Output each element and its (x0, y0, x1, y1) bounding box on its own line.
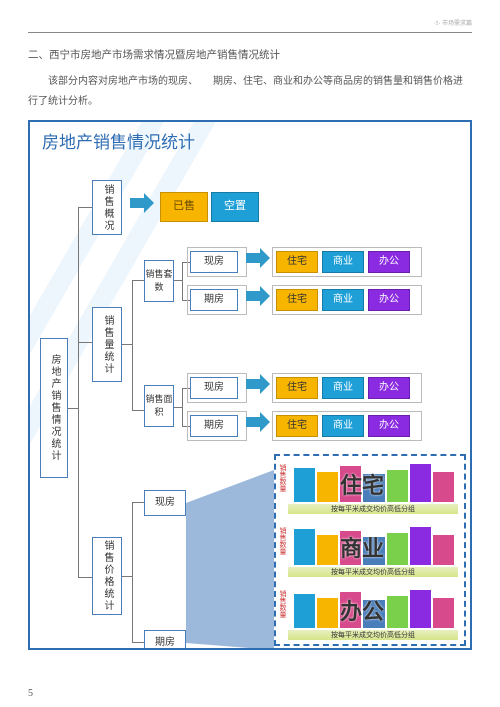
connector (78, 342, 92, 343)
price-row-xian: 现房 (144, 490, 186, 516)
price-row-qi: 期房 (144, 630, 186, 650)
document-page: ·5· 市场需求篇 二、西宁市房地产市场需求情况暨房地产销售情况统计 该部分内容… (0, 0, 500, 707)
arrow-icon (246, 416, 270, 428)
page-number: 5 (28, 688, 33, 699)
bar (294, 529, 315, 565)
price-caption: 按每平米成交均价高低分组 (288, 567, 458, 577)
connector (68, 408, 78, 409)
price-side-label: 销售数量 (278, 464, 288, 492)
arrow-icon (246, 252, 270, 264)
price-big-label: 商业 (340, 531, 384, 563)
bar (387, 533, 408, 565)
arrow-icon (246, 378, 270, 390)
type-bangong: 办公 (368, 415, 410, 437)
arrow-icon (130, 197, 154, 209)
bar (317, 598, 338, 628)
section-title: 二、西宁市房地产市场需求情况暨房地产销售情况统计 (28, 47, 472, 62)
bar (387, 470, 408, 502)
type-bangong: 办公 (368, 377, 410, 399)
type-shangye: 商业 (322, 377, 364, 399)
bar (294, 468, 315, 502)
branch-price: 销售价格统计 (92, 537, 122, 615)
header-rule (28, 32, 472, 33)
type-zhuzhai: 住宅 (276, 377, 318, 399)
bar (410, 527, 431, 565)
connector (182, 262, 183, 300)
connector (174, 280, 182, 281)
connector (132, 410, 144, 411)
type-zhuzhai: 住宅 (276, 251, 318, 273)
connector (78, 207, 92, 208)
price-side-label: 销售数量 (278, 590, 288, 618)
bar (294, 594, 315, 628)
connector (132, 280, 144, 281)
price-big-label: 住宅 (340, 468, 384, 500)
bar (433, 535, 454, 565)
connector (78, 577, 92, 578)
row-units-qi: 期房 (190, 289, 238, 311)
bar (433, 472, 454, 502)
type-bangong: 办公 (368, 251, 410, 273)
bar (317, 472, 338, 502)
connector (122, 344, 132, 345)
root-node: 房地产销售情况统计 (40, 338, 68, 478)
connector (78, 207, 79, 577)
type-zhuzhai: 住宅 (276, 289, 318, 311)
bar (433, 598, 454, 628)
type-shangye: 商业 (322, 251, 364, 273)
flowchart-canvas: 房地产销售情况统计 房地产销售情况统计销售概况已售空置销售量统计销售套数销售面积… (28, 120, 472, 650)
type-zhuzhai: 住宅 (276, 415, 318, 437)
row-area-xian: 现房 (190, 377, 238, 399)
header-right: ·5· 市场需求篇 (28, 18, 472, 26)
connector (132, 280, 133, 410)
bar (317, 535, 338, 565)
price-side-label: 销售数量 (278, 527, 288, 555)
branch-sales-overview: 销售概况 (92, 180, 122, 235)
connector (132, 502, 133, 642)
row-area-qi: 期房 (190, 415, 238, 437)
branch-volume: 销售量统计 (92, 307, 122, 382)
connector (132, 502, 144, 503)
bar (410, 590, 431, 628)
type-bangong: 办公 (368, 289, 410, 311)
chart-title: 房地产销售情况统计 (42, 128, 195, 153)
connector (122, 576, 132, 577)
row-units-xian: 现房 (190, 251, 238, 273)
bar (410, 464, 431, 502)
price-caption: 按每平米成交均价高低分组 (288, 630, 458, 640)
price-caption: 按每平米成交均价高低分组 (288, 504, 458, 514)
arrow-icon (246, 290, 270, 302)
connector (132, 642, 144, 643)
connector (182, 388, 183, 426)
type-shangye: 商业 (322, 289, 364, 311)
type-shangye: 商业 (322, 415, 364, 437)
status-sold: 已售 (160, 192, 208, 222)
sub-units: 销售套数 (144, 260, 174, 302)
sub-area: 销售面积 (144, 385, 174, 427)
intro-paragraph: 该部分内容对房地产市场的现房、 期房、住宅、商业和办公等商品房的销售量和销售价格… (28, 72, 472, 112)
price-big-label: 办公 (340, 594, 384, 626)
status-vacant: 空置 (211, 192, 259, 222)
connector (174, 407, 182, 408)
bar (387, 596, 408, 628)
